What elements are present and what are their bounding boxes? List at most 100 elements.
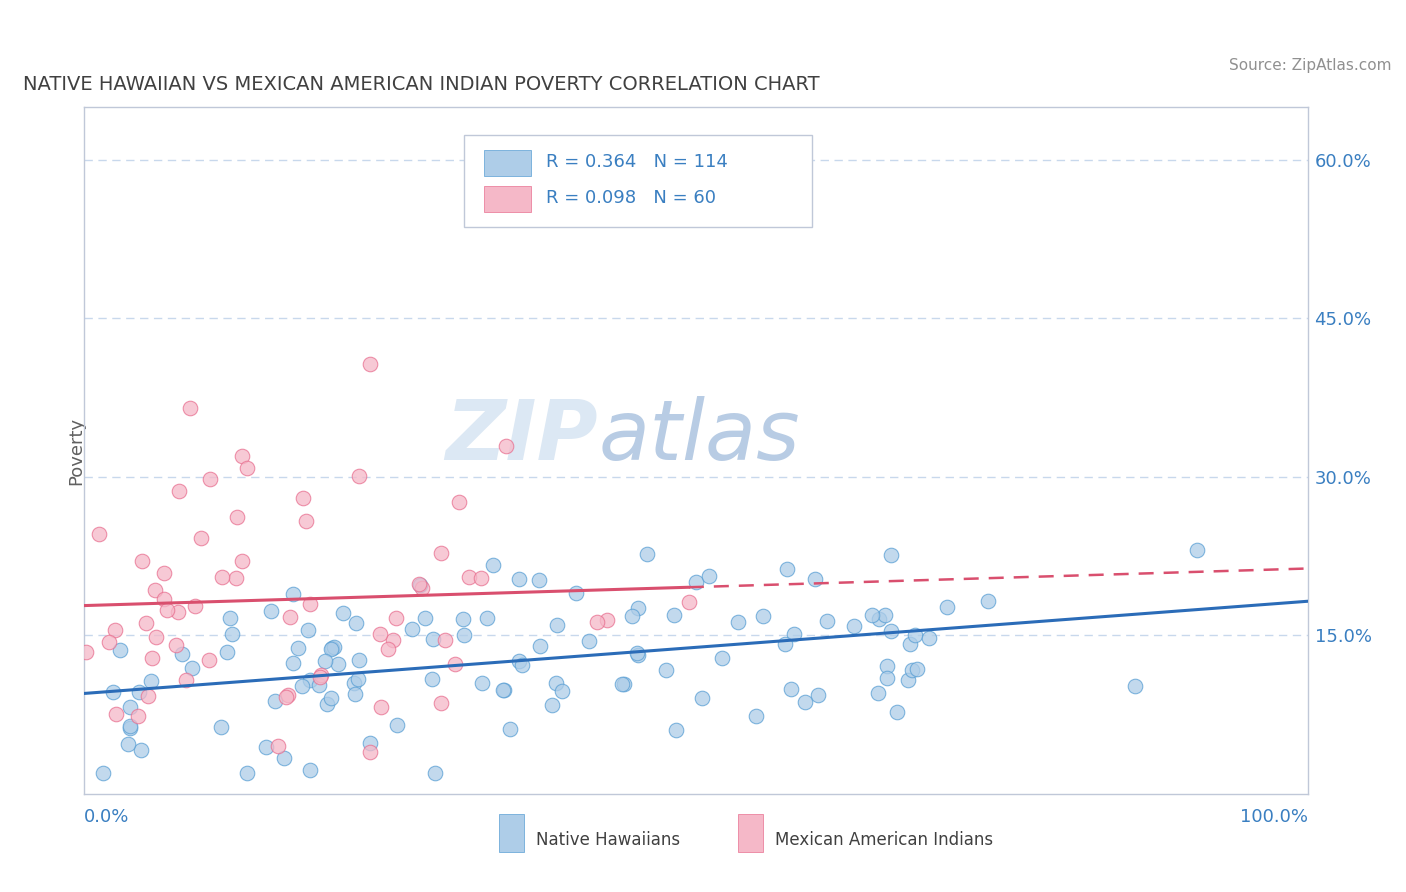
Point	[494, 682, 516, 697]
FancyBboxPatch shape	[484, 186, 531, 212]
Point	[596, 613, 619, 627]
Point	[347, 469, 370, 483]
Point	[727, 615, 749, 630]
Point	[104, 623, 127, 637]
Point	[527, 573, 550, 587]
Point	[170, 647, 193, 661]
Point	[900, 663, 922, 677]
Point	[627, 600, 650, 615]
Point	[471, 676, 494, 690]
Point	[117, 737, 139, 751]
Point	[430, 697, 453, 711]
Point	[218, 611, 240, 625]
Point	[752, 609, 775, 624]
Point	[498, 722, 520, 736]
Point	[104, 707, 127, 722]
Point	[875, 608, 897, 623]
Point	[127, 708, 149, 723]
Point	[685, 574, 707, 589]
Point	[153, 566, 176, 580]
Point	[868, 686, 890, 700]
Point	[550, 683, 572, 698]
Point	[783, 626, 806, 640]
Point	[347, 672, 370, 686]
Point	[529, 639, 551, 653]
Point	[794, 695, 817, 709]
Point	[181, 661, 204, 675]
Point	[326, 657, 349, 671]
Point	[690, 691, 713, 706]
Point	[697, 568, 720, 582]
Point	[332, 607, 354, 621]
Point	[773, 638, 796, 652]
Point	[153, 592, 176, 607]
Point	[411, 581, 433, 595]
Point	[179, 401, 201, 416]
Point	[807, 688, 830, 702]
Text: 0.0%: 0.0%	[84, 807, 129, 826]
Point	[274, 690, 297, 704]
Point	[422, 672, 444, 686]
Text: Native Hawaiians: Native Hawaiians	[536, 831, 681, 849]
Point	[804, 572, 827, 586]
Point	[470, 571, 492, 585]
Point	[290, 679, 312, 693]
Point	[434, 633, 457, 648]
Point	[297, 623, 319, 637]
Y-axis label: Poverty: Poverty	[67, 417, 84, 484]
Point	[359, 357, 381, 371]
Point	[322, 640, 344, 654]
Point	[103, 685, 125, 699]
Point	[880, 624, 903, 638]
Point	[897, 673, 920, 688]
Point	[131, 554, 153, 568]
FancyBboxPatch shape	[464, 135, 813, 227]
Point	[316, 697, 339, 711]
Point	[283, 587, 305, 601]
Point	[231, 449, 253, 463]
Point	[256, 739, 278, 754]
Point	[190, 531, 212, 545]
Point	[880, 548, 903, 562]
Point	[120, 700, 142, 714]
Point	[385, 717, 408, 731]
Point	[578, 633, 600, 648]
Point	[198, 472, 221, 486]
Text: 100.0%: 100.0%	[1240, 807, 1308, 826]
Point	[425, 765, 447, 780]
Point	[408, 577, 430, 591]
Point	[510, 658, 533, 673]
Point	[118, 722, 141, 736]
Point	[898, 637, 921, 651]
Point	[321, 641, 343, 656]
Point	[876, 659, 898, 673]
Point	[347, 652, 370, 666]
Point	[1185, 542, 1208, 557]
Point	[166, 605, 188, 619]
Point	[359, 745, 381, 759]
Text: atlas: atlas	[598, 396, 800, 477]
Point	[129, 743, 152, 757]
Point	[886, 706, 908, 720]
Point	[815, 615, 838, 629]
Point	[135, 616, 157, 631]
Point	[264, 693, 287, 707]
Point	[586, 615, 609, 630]
Point	[458, 570, 481, 584]
Point	[678, 595, 700, 609]
Point	[273, 751, 295, 765]
Point	[308, 670, 330, 684]
Text: R = 0.364   N = 114: R = 0.364 N = 114	[546, 153, 727, 171]
Point	[314, 655, 336, 669]
Point	[907, 662, 929, 676]
Point	[143, 582, 166, 597]
Text: R = 0.098   N = 60: R = 0.098 N = 60	[546, 189, 716, 207]
Point	[156, 602, 179, 616]
Point	[475, 611, 498, 625]
Point	[382, 633, 405, 648]
Point	[292, 491, 315, 505]
Point	[776, 562, 799, 576]
Point	[711, 650, 734, 665]
Point	[482, 558, 505, 572]
Text: NATIVE HAWAIIAN VS MEXICAN AMERICAN INDIAN POVERTY CORRELATION CHART: NATIVE HAWAIIAN VS MEXICAN AMERICAN INDI…	[22, 75, 820, 95]
